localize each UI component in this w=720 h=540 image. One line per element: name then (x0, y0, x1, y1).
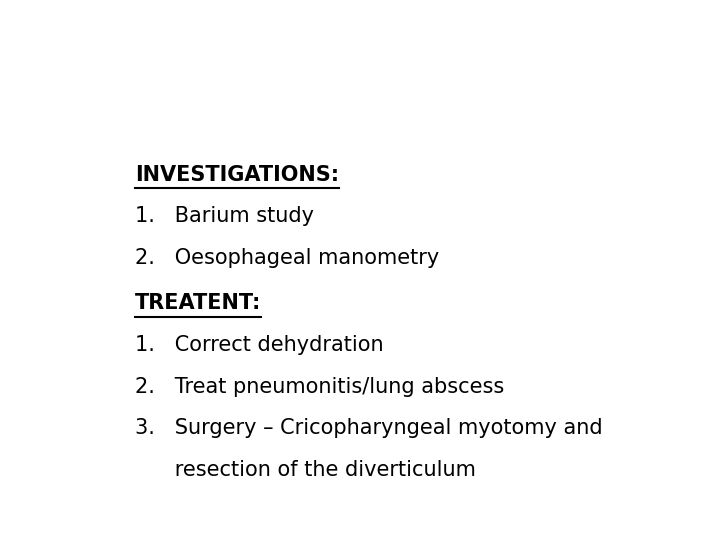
Text: INVESTIGATIONS:: INVESTIGATIONS: (135, 165, 339, 185)
Text: 3.   Surgery – Cricopharyngeal myotomy and: 3. Surgery – Cricopharyngeal myotomy and (135, 418, 602, 438)
Text: TREATENT:: TREATENT: (135, 294, 261, 314)
Text: 2.   Oesophageal manometry: 2. Oesophageal manometry (135, 248, 439, 268)
Text: resection of the diverticulum: resection of the diverticulum (135, 460, 475, 480)
Text: 1.   Correct dehydration: 1. Correct dehydration (135, 335, 383, 355)
Text: 2.   Treat pneumonitis/lung abscess: 2. Treat pneumonitis/lung abscess (135, 377, 504, 397)
Text: 1.   Barium study: 1. Barium study (135, 206, 314, 226)
